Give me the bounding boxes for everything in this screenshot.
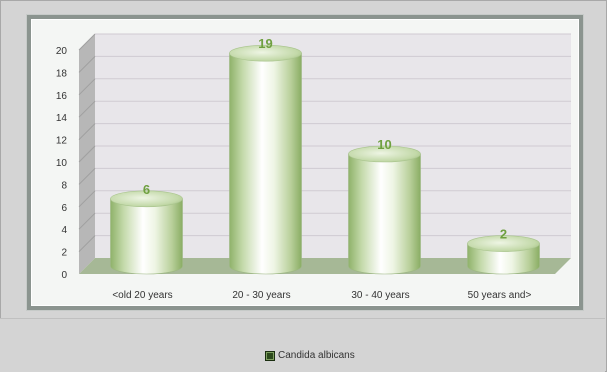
gridline-side bbox=[78, 56, 96, 73]
bar-cap bbox=[467, 235, 540, 252]
gridline-side bbox=[78, 78, 96, 96]
y-tick-label: 8 bbox=[61, 180, 67, 191]
y-tick-label: 16 bbox=[56, 91, 68, 102]
y-tick-label: 18 bbox=[56, 68, 68, 79]
x-tick-label: 30 - 40 years bbox=[351, 290, 409, 301]
legend-label: Candida albicans bbox=[278, 350, 355, 361]
x-tick-label: 20 - 30 years bbox=[232, 290, 290, 301]
y-tick-label: 12 bbox=[56, 136, 68, 147]
data-label: 10 bbox=[377, 137, 391, 152]
legend-area bbox=[0, 318, 605, 372]
bar bbox=[467, 235, 540, 275]
x-tick-label: 50 years and> bbox=[468, 290, 532, 301]
bar-cap bbox=[229, 44, 302, 62]
gridline-side bbox=[78, 190, 96, 208]
y-tick-label: 14 bbox=[56, 113, 68, 124]
bar bbox=[229, 44, 302, 275]
floor bbox=[79, 258, 571, 274]
x-axis: <old 20 years 20 - 30 years 30 - 40 years 5… bbox=[112, 290, 531, 301]
bar-cap bbox=[110, 190, 183, 208]
bar-chart: 0 2 4 6 8 10 12 14 16 18 20 <old 20 years 20 - 30 y… bbox=[56, 33, 571, 301]
bars bbox=[110, 44, 540, 275]
legend: Candida albicans bbox=[265, 350, 355, 361]
data-label: 2 bbox=[500, 227, 507, 242]
y-tick-label: 2 bbox=[61, 248, 67, 259]
gridline-side bbox=[78, 168, 96, 185]
data-label: 19 bbox=[258, 36, 272, 51]
data-label: 6 bbox=[143, 182, 150, 197]
bar-body bbox=[110, 198, 183, 275]
bar-body bbox=[229, 52, 302, 275]
gridline-side bbox=[78, 212, 96, 230]
gridline-side bbox=[78, 235, 96, 252]
bar-body bbox=[467, 243, 540, 275]
gridline-side bbox=[78, 123, 96, 140]
chart-area: 0 2 4 6 8 10 12 14 16 18 20 <old 20 years 20 - 30 y… bbox=[27, 15, 583, 310]
y-tick-label: 20 bbox=[56, 46, 68, 57]
y-tick-label: 6 bbox=[61, 203, 67, 214]
bar bbox=[348, 145, 421, 275]
y-tick-label: 0 bbox=[61, 270, 67, 281]
x-tick-label: <old 20 years bbox=[112, 290, 172, 301]
y-tick-label: 4 bbox=[61, 225, 67, 236]
bar-cap bbox=[348, 145, 421, 163]
gridline-side bbox=[78, 100, 96, 118]
y-axis: 0 2 4 6 8 10 12 14 16 18 20 bbox=[56, 46, 68, 281]
legend-swatch bbox=[265, 350, 275, 361]
y-tick-label: 10 bbox=[56, 158, 68, 169]
gridline-side bbox=[78, 33, 96, 51]
bar bbox=[110, 190, 183, 275]
bar-body bbox=[348, 153, 421, 275]
data-labels: 6 19 10 2 bbox=[143, 36, 507, 241]
gridline-side bbox=[78, 145, 96, 163]
